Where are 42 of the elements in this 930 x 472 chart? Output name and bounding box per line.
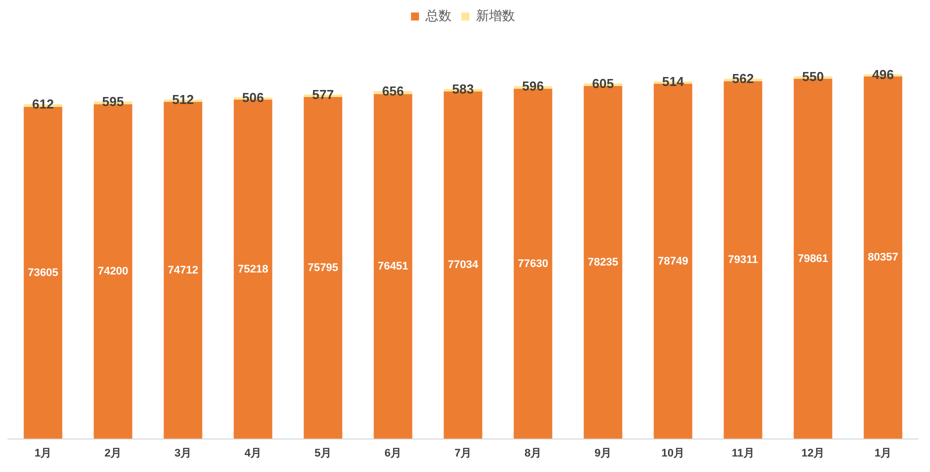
x-tick-label: 12月	[801, 447, 825, 460]
legend-label: 总数	[424, 8, 452, 24]
x-tick-label: 7月	[454, 447, 472, 460]
data-label: 75795	[308, 262, 338, 274]
x-tick-label: 8月	[524, 447, 542, 460]
data-label: 514	[662, 74, 685, 89]
data-label: 506	[242, 90, 264, 105]
data-label: 562	[732, 71, 754, 86]
x-tick-label: 5月	[314, 447, 332, 460]
data-label: 612	[32, 96, 54, 112]
x-tick-label: 10月	[661, 447, 685, 460]
x-tick-label: 6月	[384, 447, 402, 460]
data-label: 77630	[518, 258, 548, 270]
data-label: 75218	[238, 263, 268, 276]
data-label: 77034	[448, 259, 480, 272]
data-label: 79861	[798, 252, 828, 265]
data-label: 78235	[588, 256, 618, 268]
x-tick-label: 1月	[874, 447, 892, 460]
x-tick-label: 1月	[34, 447, 52, 460]
data-label: 583	[452, 81, 474, 96]
data-label: 496	[872, 66, 894, 82]
data-label: 595	[102, 94, 124, 110]
x-tick-label: 11月	[732, 447, 754, 460]
data-label: 80357	[868, 252, 898, 264]
data-label: 78749	[658, 255, 688, 268]
data-label: 596	[522, 78, 544, 94]
data-label: 512	[172, 92, 194, 108]
data-label: 79311	[728, 254, 758, 266]
data-label: 74712	[168, 264, 198, 276]
x-tick-label: 3月	[174, 447, 192, 460]
x-tick-label: 9月	[594, 447, 612, 460]
data-label: 550	[802, 68, 824, 84]
data-label: 577	[312, 87, 334, 102]
x-tick-label: 4月	[244, 447, 262, 460]
bar	[374, 94, 412, 439]
data-label: 605	[592, 76, 614, 91]
data-label: 76451	[378, 260, 408, 272]
data-label: 656	[382, 84, 404, 99]
legend-label: 新增数	[476, 8, 515, 24]
data-label: 74200	[98, 266, 128, 278]
x-tick-label: 2月	[104, 447, 122, 460]
data-label: 73605	[28, 266, 58, 279]
